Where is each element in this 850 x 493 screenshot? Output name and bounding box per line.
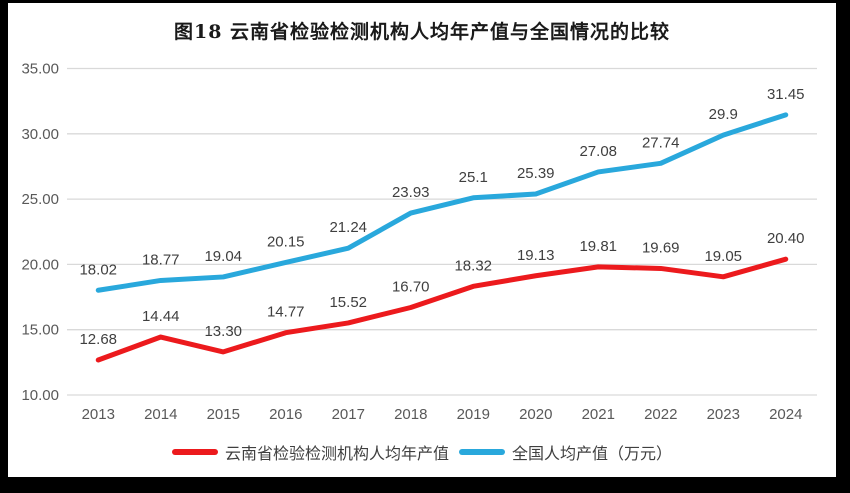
data-label: 12.68: [79, 331, 117, 348]
y-tick-label: 30.00: [21, 126, 59, 143]
data-label: 19.81: [579, 238, 617, 255]
x-tick-label: 2021: [582, 406, 615, 423]
x-tick-label: 2018: [394, 406, 427, 423]
legend: 云南省检验检测机构人均年产值 全国人均产值（万元）: [8, 440, 836, 464]
data-label: 19.13: [517, 247, 555, 264]
data-label: 18.32: [454, 257, 492, 274]
chart-card: 图18 云南省检验检测机构人均年产值与全国情况的比较 10.00 15.00 20.…: [8, 3, 836, 477]
x-tick-label: 2016: [269, 406, 302, 423]
data-label: 15.52: [329, 294, 367, 311]
x-tick-label: 2024: [769, 406, 802, 423]
x-tick-label: 2019: [457, 406, 490, 423]
data-label: 18.02: [79, 261, 117, 278]
data-label: 20.15: [267, 233, 305, 250]
y-tick-label: 25.00: [21, 191, 59, 208]
legend-item-national: 全国人均产值（万元）: [459, 440, 672, 464]
x-tick-label: 2017: [332, 406, 365, 423]
data-label: 29.9: [709, 106, 738, 123]
data-label: 19.05: [704, 248, 742, 265]
x-tick-label: 2015: [207, 406, 240, 423]
legend-swatch-red-line: [171, 449, 218, 455]
chart-title: 图18 云南省检验检测机构人均年产值与全国情况的比较: [173, 21, 671, 43]
y-tick-label: 15.00: [21, 322, 59, 339]
x-tick-label: 2023: [707, 406, 740, 423]
data-label: 23.93: [392, 184, 430, 201]
data-label: 13.30: [204, 323, 242, 340]
legend-label-national: 全国人均产值（万元）: [512, 446, 673, 463]
y-tick-label: 10.00: [21, 387, 59, 404]
data-label: 25.1: [459, 169, 488, 186]
data-label: 21.24: [329, 219, 367, 236]
data-label: 31.45: [767, 86, 805, 103]
data-label: 27.74: [642, 134, 680, 151]
series-line-0: [95, 256, 789, 363]
y-tick-label: 35.00: [21, 61, 59, 78]
y-tick-label: 20.00: [21, 256, 59, 273]
data-label: 16.70: [392, 278, 430, 295]
data-label: 18.77: [142, 251, 180, 268]
legend-item-yunnan: 云南省检验检测机构人均年产值: [171, 440, 449, 464]
x-tick-label: 2020: [519, 406, 552, 423]
data-label: 25.39: [517, 165, 555, 182]
legend-label-yunnan: 云南省检验检测机构人均年产值: [224, 446, 449, 463]
data-label: 19.69: [642, 239, 680, 256]
x-tick-label: 2014: [144, 406, 177, 423]
data-label: 14.44: [142, 308, 180, 325]
plot-svg: 10.00 15.00 20.00 25.00 30.00 35.00 2013 2014 20…: [21, 61, 817, 423]
data-label: 20.40: [767, 230, 805, 247]
data-label: 27.08: [579, 143, 617, 160]
series-line-1: [95, 112, 789, 293]
x-tick-label: 2013: [82, 406, 115, 423]
legend-swatch-blue-line: [459, 449, 505, 455]
x-tick-label: 2022: [644, 406, 677, 423]
data-label: 14.77: [267, 304, 305, 321]
data-label: 19.04: [204, 248, 242, 265]
